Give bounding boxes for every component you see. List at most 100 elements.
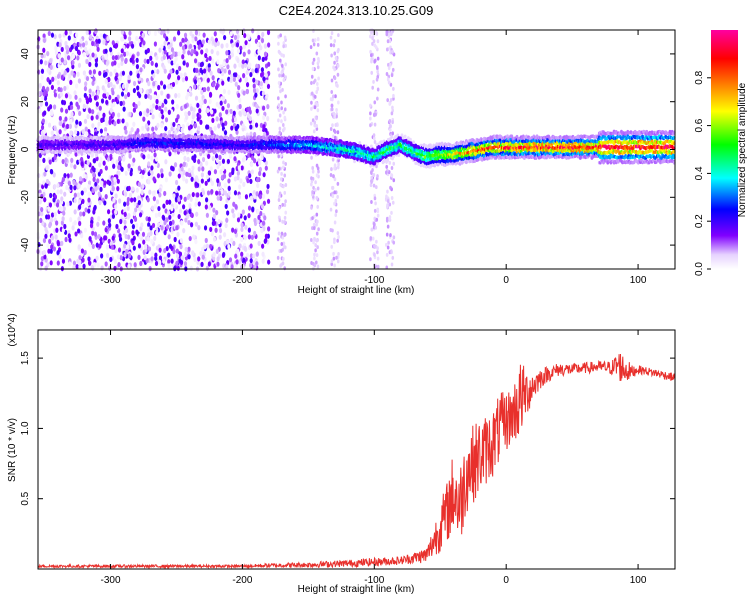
spectrogram-noise-streak (388, 160, 392, 165)
spectrogram-noise-speckle (216, 256, 220, 262)
spectrogram-noise-streak (374, 112, 377, 117)
spectrogram-noise-speckle (251, 206, 255, 212)
spectrogram-noise-speckle (85, 95, 89, 102)
spectrogram-noise-streak (386, 224, 390, 229)
spectrogram-noise-speckle (114, 96, 118, 103)
spectrogram-noise-speckle (87, 208, 91, 214)
spectrogram-noise-speckle (200, 261, 204, 267)
spectrogram-noise-speckle (177, 51, 181, 57)
spectrogram-noise-speckle (197, 201, 201, 207)
spectrogram-noise-speckle (226, 158, 230, 165)
spectrogram-noise-speckle (249, 262, 253, 269)
spectrogram-noise-speckle (70, 111, 74, 117)
spectrogram-noise-speckle (61, 176, 65, 182)
spectrogram-noise-speckle (58, 33, 62, 39)
spectrogram-noise-speckle (205, 265, 210, 271)
spectrogram-noise-speckle (266, 115, 270, 122)
spectrogram-noise-speckle (72, 179, 76, 185)
spectrogram-noise-speckle (200, 172, 204, 178)
spectrogram-noise-speckle (243, 215, 247, 221)
spectrogram-noise-streak (389, 233, 392, 238)
spectrogram-noise-speckle (135, 64, 140, 70)
spectrogram-noise-speckle (233, 228, 238, 234)
spectrogram-noise-streak (280, 70, 284, 75)
spectrogram-noise-speckle (131, 224, 136, 230)
spectrogram-noise-speckle (102, 93, 106, 99)
spectrogram-noise-speckle (236, 217, 241, 223)
spectrogram-noise-speckle (245, 69, 249, 75)
spectrogram-noise-speckle (233, 156, 237, 162)
spectrogram-noise-speckle (154, 156, 159, 162)
spectrogram-noise-speckle (114, 42, 119, 49)
spectrogram-noise-speckle (214, 42, 218, 48)
spectrogram-noise-speckle (160, 225, 164, 231)
spectrogram-noise-speckle (149, 94, 153, 101)
spectrogram-noise-streak (373, 100, 377, 105)
spectrogram-noise-speckle (188, 203, 192, 209)
spectrogram-noise-speckle (210, 180, 214, 186)
spectrogram-noise-speckle (104, 78, 108, 85)
spectrogram-noise-speckle (91, 40, 95, 47)
spectrogram-noise-streak (333, 135, 337, 140)
spectrogram-noise-speckle (147, 30, 152, 36)
spectrogram-noise-speckle (260, 67, 264, 73)
spectrogram-noise-speckle (188, 43, 193, 49)
spectrogram-noise-speckle (156, 69, 160, 75)
spectrogram-noise-speckle (164, 125, 168, 132)
spectrogram-noise-speckle (256, 30, 260, 36)
spectrogram-noise-speckle (111, 111, 115, 118)
spectrogram-noise-speckle (258, 166, 262, 172)
spectrogram-noise-streak (281, 122, 285, 127)
spectrogram-noise-speckle (255, 251, 259, 257)
spectrogram-noise-speckle (162, 54, 166, 60)
spectrogram-noise-streak (336, 130, 340, 135)
spectrogram-noise-streak (315, 231, 319, 236)
spectrogram-noise-speckle (140, 190, 144, 196)
spectrogram-noise-speckle (88, 48, 92, 54)
spectrogram-noise-speckle (100, 98, 105, 104)
spectrogram-noise-speckle (108, 222, 112, 228)
spectrogram-noise-speckle (256, 41, 260, 48)
spectrogram-noise-speckle (91, 123, 95, 129)
spectrogram-noise-speckle (221, 29, 225, 35)
spectrogram-noise-speckle (217, 68, 221, 74)
spectrogram-noise-speckle (236, 33, 240, 40)
spectrogram-noise-speckle (139, 67, 143, 73)
spectrogram-noise-speckle (117, 170, 121, 176)
spectrogram-noise-speckle (120, 36, 124, 42)
spectrogram-noise-speckle (46, 77, 50, 83)
spectrogram-noise-speckle (264, 237, 268, 244)
spectrogram-noise-speckle (256, 218, 260, 225)
spectrogram-noise-speckle (249, 71, 253, 78)
spectrogram-noise-speckle (126, 205, 130, 211)
spectrogram-noise-speckle (105, 252, 110, 259)
spectrogram-noise-speckle (178, 208, 183, 214)
spectrogram-noise-speckle (92, 69, 97, 75)
spectrogram-noise-speckle (113, 60, 117, 66)
spectrogram-noise-speckle (80, 233, 84, 239)
spectrogram-noise-speckle (130, 218, 134, 224)
spectrogram-noise-speckle (267, 259, 271, 265)
spectrogram-noise-speckle (105, 244, 109, 250)
spectrogram-noise-speckle (112, 163, 116, 169)
spectrogram-noise-speckle (232, 110, 236, 116)
spectrogram-noise-speckle (176, 265, 180, 271)
spectrogram-noise-speckle (60, 206, 64, 212)
spectrogram-noise-speckle (87, 241, 92, 248)
spectrogram-noise-speckle (182, 161, 186, 167)
spectrogram-ridge-cell (403, 134, 407, 139)
spectrogram-noise-speckle (194, 181, 198, 187)
spectrogram-noise-speckle (169, 42, 173, 48)
spectrogram-noise-speckle (54, 234, 58, 240)
spectrogram-noise-speckle (147, 179, 151, 185)
spectrogram-noise-speckle (231, 227, 235, 233)
spectrogram-noise-speckle (75, 119, 79, 125)
spectrogram-noise-speckle (205, 243, 210, 249)
spectrogram-noise-streak (369, 49, 372, 54)
spectrogram-noise-streak (376, 208, 380, 213)
spectrogram-noise-streak (336, 72, 340, 77)
spectrogram-noise-speckle (205, 124, 209, 130)
spectrogram-noise-speckle (252, 260, 256, 266)
spectrogram-noise-speckle (158, 187, 162, 193)
spectrogram-noise-speckle (118, 198, 122, 204)
